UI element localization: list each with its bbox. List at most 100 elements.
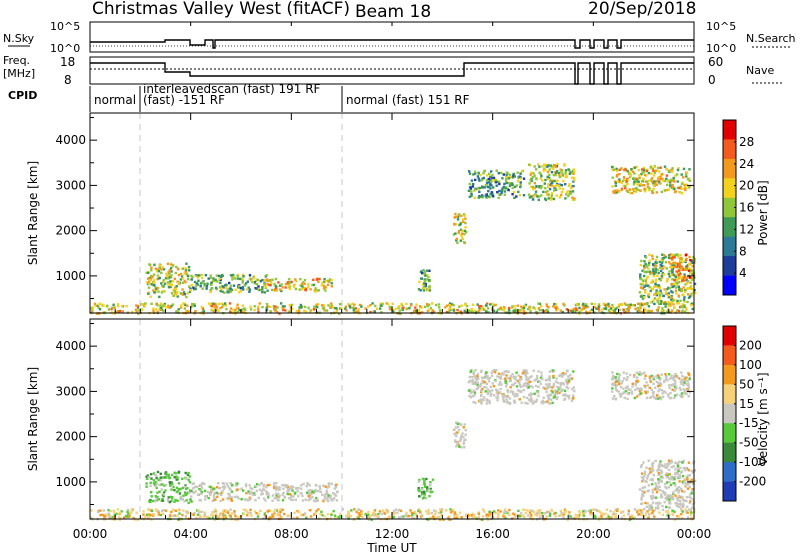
data-cell-1-0-697	[454, 514, 457, 518]
data-cell-0-2-20	[234, 288, 237, 291]
data-cell-1-5-398	[485, 376, 488, 379]
data-cell-0-0-11	[290, 303, 294, 307]
data-cell-1-2-70	[258, 483, 261, 487]
data-cell-1-2-83	[209, 493, 212, 497]
data-cell-1-7-47	[638, 488, 642, 491]
data-cell-0-4-7	[427, 278, 431, 282]
data-cell-1-0-126	[130, 511, 133, 514]
data-cell-1-0-491	[155, 509, 158, 513]
data-cell-1-1-140	[167, 473, 170, 477]
data-cell-1-1-3	[175, 475, 178, 478]
data-cell-1-2-88	[332, 492, 335, 495]
y-tick-label-0-3: 4000	[55, 133, 86, 147]
data-cell-0-9-165	[644, 279, 647, 282]
colorbar-tick-1-1: 100	[739, 358, 762, 372]
data-cell-0-7-179	[549, 198, 553, 201]
data-cell-0-1-64	[157, 270, 161, 273]
data-cell-0-3-38	[280, 289, 283, 293]
data-cell-1-7-200	[661, 504, 664, 508]
data-cell-0-9-51	[685, 282, 689, 285]
data-cell-0-8-205	[650, 180, 654, 184]
data-cell-0-0-669	[555, 305, 558, 309]
data-cell-1-2-202	[319, 487, 322, 490]
data-cell-0-9-124	[645, 303, 649, 306]
data-cell-1-2-173	[206, 490, 210, 494]
data-cell-1-0-495	[156, 509, 160, 512]
data-cell-0-0-103	[586, 305, 589, 309]
data-cell-0-0-665	[182, 302, 185, 305]
data-cell-0-8-177	[613, 191, 616, 195]
data-cell-1-0-621	[224, 516, 227, 519]
data-cell-0-0-651	[647, 305, 651, 308]
data-cell-0-8-186	[626, 182, 629, 186]
data-cell-0-0-434	[569, 309, 572, 312]
data-cell-1-7-147	[677, 489, 680, 492]
data-cell-0-8-57	[622, 176, 626, 179]
data-cell-0-0-521	[113, 306, 116, 309]
data-cell-0-6-63	[519, 185, 522, 189]
data-cell-0-6-81	[500, 191, 503, 195]
data-cell-0-7-132	[544, 165, 547, 168]
data-cell-0-1-72	[166, 281, 170, 284]
data-cell-0-0-523	[287, 310, 291, 314]
data-cell-1-0-636	[184, 517, 188, 520]
data-cell-1-7-35	[660, 470, 664, 474]
data-cell-0-3-54	[303, 282, 306, 286]
data-cell-1-4-34	[463, 446, 466, 449]
freq-tick-bottom: 8	[64, 73, 72, 87]
data-cell-0-8-163	[648, 179, 651, 182]
y-tick-label-0-1: 2000	[55, 224, 86, 238]
data-cell-0-0-392	[683, 304, 686, 307]
data-cell-1-5-39	[537, 380, 540, 383]
data-cell-1-2-282	[307, 499, 310, 502]
data-cell-1-2-155	[210, 485, 213, 489]
data-cell-0-6-54	[508, 173, 512, 177]
data-cell-0-1-97	[174, 287, 177, 291]
data-cell-1-3-11	[418, 478, 421, 482]
data-cell-0-8-169	[671, 167, 674, 170]
data-cell-1-5-366	[544, 379, 548, 382]
data-cell-1-0-186	[633, 508, 637, 511]
data-cell-0-0-320	[644, 309, 647, 313]
data-cell-1-0-12	[405, 511, 408, 515]
data-cell-0-0-298	[375, 307, 379, 310]
colorbar-swatch-1-4	[723, 403, 736, 424]
data-cell-1-5-176	[562, 373, 565, 377]
data-cell-0-0-115	[460, 304, 463, 307]
data-cell-1-0-563	[276, 512, 280, 516]
data-cell-1-1-115	[154, 480, 157, 484]
data-cell-0-0-565	[91, 307, 94, 311]
data-cell-0-2-2	[248, 290, 251, 293]
cpid-segment-4: normal (fast) 151 RF	[346, 93, 470, 107]
data-cell-0-8-158	[672, 176, 675, 180]
data-cell-1-5-340	[475, 379, 478, 382]
data-cell-1-0-456	[562, 517, 565, 520]
data-cell-1-5-279	[520, 377, 523, 381]
data-cell-0-1-103	[160, 291, 164, 294]
data-cell-1-0-366	[230, 512, 234, 515]
data-cell-1-1-48	[173, 500, 176, 503]
data-cell-1-6-187	[618, 379, 621, 382]
data-cell-1-6-104	[688, 376, 692, 379]
data-cell-1-5-75	[548, 375, 551, 378]
data-cell-0-0-646	[470, 310, 474, 313]
data-cell-0-0-577	[640, 302, 643, 305]
data-cell-0-2-89	[223, 291, 226, 294]
data-cell-1-2-54	[317, 489, 320, 493]
data-cell-1-6-82	[658, 384, 662, 387]
data-cell-1-5-116	[553, 389, 557, 392]
data-cell-0-9-210	[663, 302, 666, 305]
data-cell-0-7-81	[571, 198, 575, 201]
data-cell-0-0-586	[162, 309, 165, 313]
data-cell-1-6-31	[687, 385, 690, 389]
data-cell-0-2-83	[219, 289, 222, 293]
data-cell-1-7-229	[667, 501, 671, 505]
data-cell-0-9-17	[652, 299, 655, 302]
data-cell-0-7-86	[569, 192, 573, 195]
data-cell-0-3-15	[315, 289, 318, 292]
data-cell-1-3-27	[422, 477, 425, 481]
data-cell-0-7-169	[548, 168, 551, 171]
data-cell-0-7-96	[554, 173, 557, 177]
data-cell-1-0-476	[287, 514, 291, 517]
data-cell-0-8-21	[659, 174, 663, 177]
